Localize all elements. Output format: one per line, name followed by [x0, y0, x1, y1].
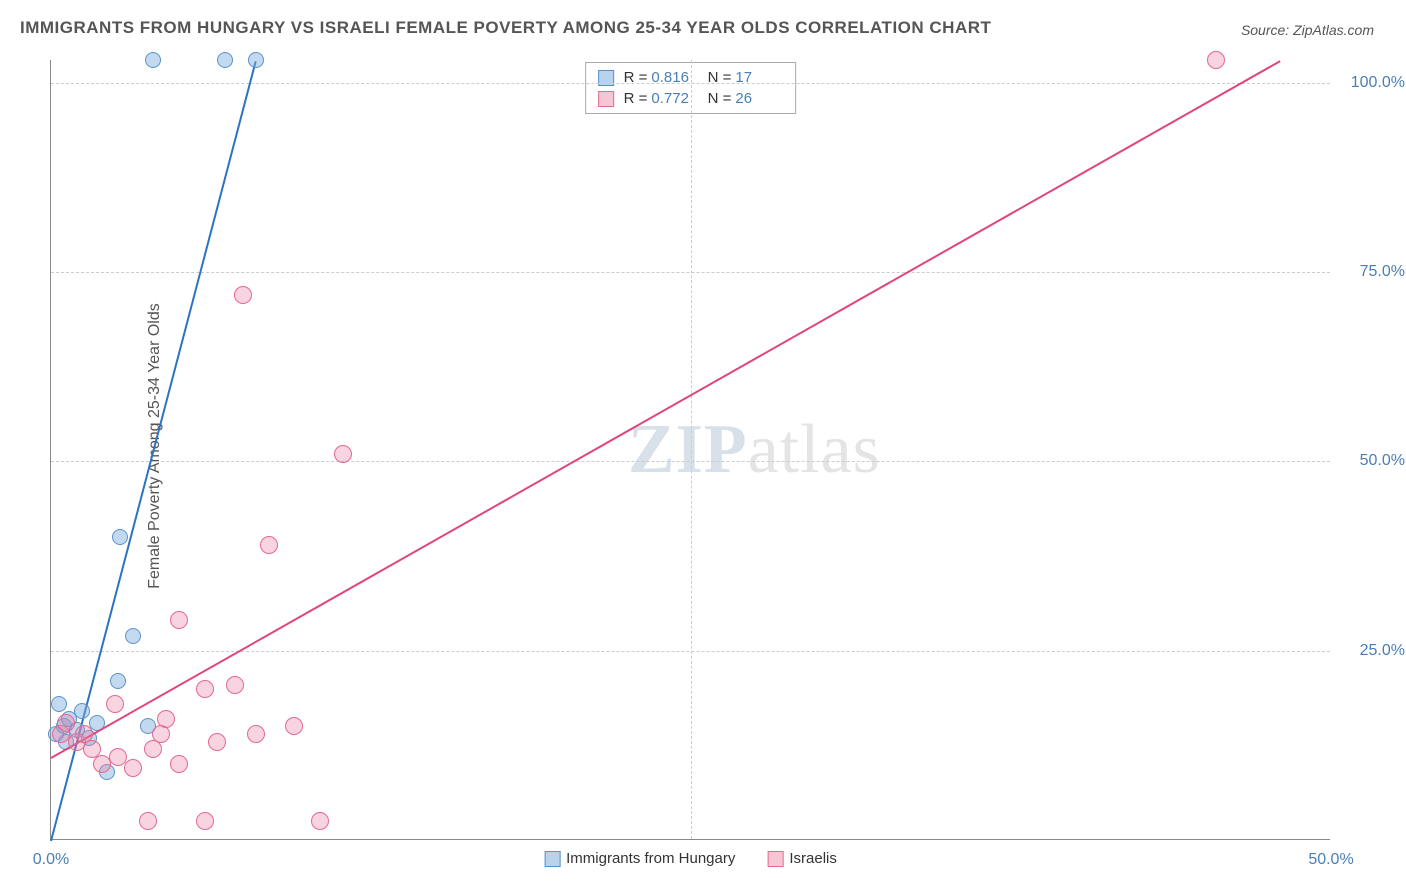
legend-label: Israelis — [789, 850, 837, 867]
data-point — [109, 748, 127, 766]
y-tick-label: 25.0% — [1345, 642, 1405, 660]
legend-swatch — [598, 91, 614, 107]
data-point — [106, 695, 124, 713]
data-point — [157, 710, 175, 728]
x-tick-label: 0.0% — [33, 851, 69, 869]
data-point — [285, 717, 303, 735]
data-point — [234, 286, 252, 304]
data-point — [226, 676, 244, 694]
n-label: N = — [703, 90, 731, 107]
data-point — [247, 725, 265, 743]
watermark: ZIPatlas — [628, 410, 881, 490]
data-point — [124, 759, 142, 777]
data-point — [334, 445, 352, 463]
legend-swatch — [767, 851, 783, 867]
data-point — [125, 628, 141, 644]
data-point — [74, 703, 90, 719]
data-point — [311, 812, 329, 830]
y-tick-label: 75.0% — [1345, 263, 1405, 281]
legend-item: Israelis — [767, 850, 837, 867]
watermark-atlas: atlas — [748, 410, 881, 490]
data-point — [139, 812, 157, 830]
legend-label: Immigrants from Hungary — [566, 850, 735, 867]
data-point — [196, 680, 214, 698]
data-point — [51, 696, 67, 712]
data-point — [260, 536, 278, 554]
data-point — [170, 611, 188, 629]
data-point — [208, 733, 226, 751]
y-tick-label: 50.0% — [1345, 452, 1405, 470]
plot-area: ZIPatlas R = 0.816 N = 17R = 0.772 N = 2… — [50, 60, 1330, 840]
grid-line-v — [691, 60, 692, 839]
r-value: 0.772 — [651, 90, 699, 107]
data-point — [217, 52, 233, 68]
series-legend: Immigrants from Hungary Israelis — [544, 850, 837, 867]
source-label: Source: ZipAtlas.com — [1241, 22, 1374, 38]
legend-item: Immigrants from Hungary — [544, 850, 735, 867]
n-value: 26 — [735, 90, 783, 107]
r-label: R = — [624, 90, 648, 107]
chart-title: IMMIGRANTS FROM HUNGARY VS ISRAELI FEMAL… — [20, 18, 991, 38]
x-tick-label: 50.0% — [1308, 851, 1353, 869]
data-point — [1207, 51, 1225, 69]
data-point — [57, 714, 75, 732]
y-tick-label: 100.0% — [1345, 74, 1405, 92]
data-point — [145, 52, 161, 68]
data-point — [112, 529, 128, 545]
regression-line — [51, 60, 1281, 758]
data-point — [196, 812, 214, 830]
data-point — [248, 52, 264, 68]
data-point — [170, 755, 188, 773]
data-point — [110, 673, 126, 689]
legend-swatch — [544, 851, 560, 867]
